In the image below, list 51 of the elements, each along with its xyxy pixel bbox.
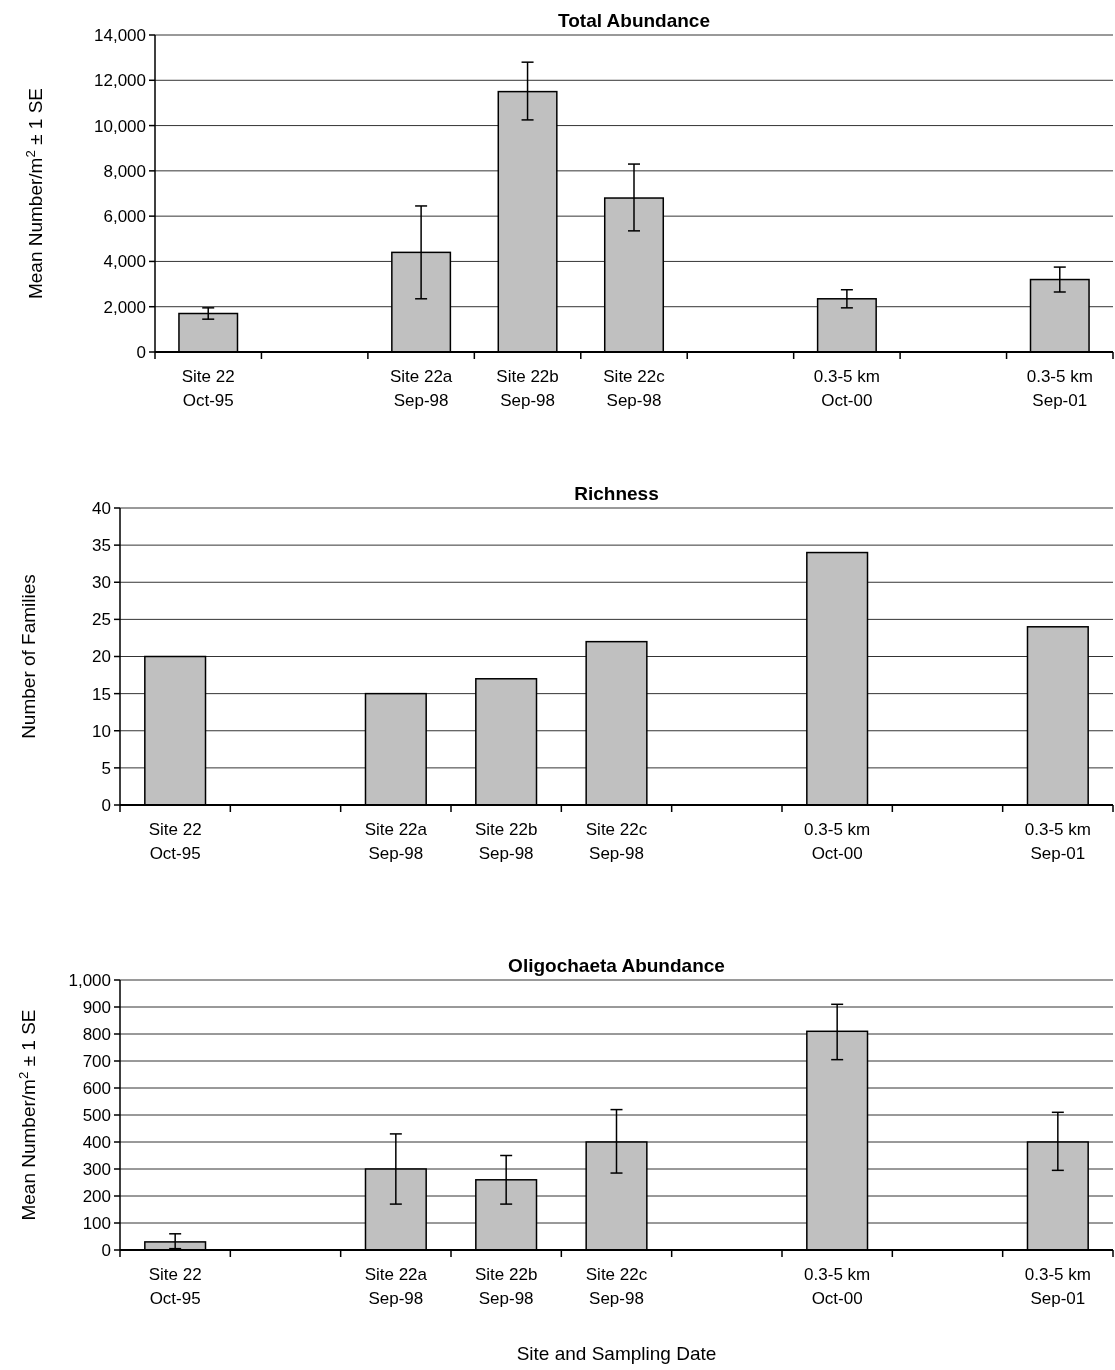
y-tick-label: 40 xyxy=(92,498,111,518)
chart-title: Richness xyxy=(574,483,659,504)
y-tick-label: 14,000 xyxy=(94,25,146,45)
y-tick-label: 100 xyxy=(82,1213,111,1233)
x-tick-label: Site 22b Sep-98 xyxy=(474,820,538,863)
x-tick-label: Site 22b Sep-98 xyxy=(474,1265,538,1308)
x-tick-label: 0.3-5 km Oct-00 xyxy=(813,367,880,410)
y-tick-label: 0 xyxy=(101,1240,111,1260)
chart-title: Oligochaeta Abundance xyxy=(508,955,725,976)
y-tick-label: 12,000 xyxy=(94,71,146,91)
chart-title: Total Abundance xyxy=(558,10,710,31)
y-tick-label: 30 xyxy=(92,573,111,593)
y-tick-label: 10 xyxy=(92,721,111,741)
y-tick-label: 300 xyxy=(82,1159,111,1179)
x-tick-label: Site 22 Oct-95 xyxy=(148,820,202,863)
x-tick-label: Site 22c Sep-98 xyxy=(585,820,648,863)
x-tick-label: 0.3-5 km Oct-00 xyxy=(804,1265,871,1308)
y-tick-label: 5 xyxy=(101,758,111,778)
y-axis-title: Number of Families xyxy=(18,574,39,739)
y-tick-label: 400 xyxy=(82,1132,111,1152)
x-tick-label: 0.3-5 km Oct-00 xyxy=(804,820,871,863)
y-tick-label: 600 xyxy=(82,1078,111,1098)
x-axis-title: Site and Sampling Date xyxy=(516,1343,717,1364)
y-tick-label: 0 xyxy=(101,795,111,815)
y-tick-label: 20 xyxy=(92,647,111,667)
x-tick-label: Site 22 Oct-95 xyxy=(148,1265,202,1308)
x-tick-label: Site 22c Sep-98 xyxy=(603,367,666,410)
y-tick-label: 900 xyxy=(82,997,111,1017)
x-tick-label: Site 22a Sep-98 xyxy=(389,367,453,410)
y-tick-label: 500 xyxy=(82,1105,111,1125)
y-tick-label: 4,000 xyxy=(103,252,146,272)
x-tick-label: 0.3-5 km Sep-01 xyxy=(1026,367,1093,410)
x-tick-label: 0.3-5 km Sep-01 xyxy=(1024,820,1091,863)
x-tick-label: Site 22a Sep-98 xyxy=(364,1265,428,1308)
x-tick-label: 0.3-5 km Sep-01 xyxy=(1024,1265,1091,1308)
y-tick-label: 35 xyxy=(92,536,111,556)
y-tick-label: 2,000 xyxy=(103,297,146,317)
y-tick-label: 10,000 xyxy=(94,116,146,136)
y-tick-label: 15 xyxy=(92,684,111,704)
y-tick-label: 700 xyxy=(82,1051,111,1071)
x-tick-label: Site 22a Sep-98 xyxy=(364,820,428,863)
y-tick-label: 8,000 xyxy=(103,161,146,181)
x-tick-label: Site 22 Oct-95 xyxy=(181,367,235,410)
y-tick-label: 25 xyxy=(92,610,111,630)
y-tick-label: 200 xyxy=(82,1186,111,1206)
y-tick-label: 6,000 xyxy=(103,207,146,227)
x-tick-label: Site 22c Sep-98 xyxy=(585,1265,648,1308)
y-tick-label: 1,000 xyxy=(68,970,111,990)
y-tick-label: 0 xyxy=(136,342,146,362)
x-tick-label: Site 22b Sep-98 xyxy=(496,367,559,410)
y-tick-label: 800 xyxy=(82,1024,111,1044)
